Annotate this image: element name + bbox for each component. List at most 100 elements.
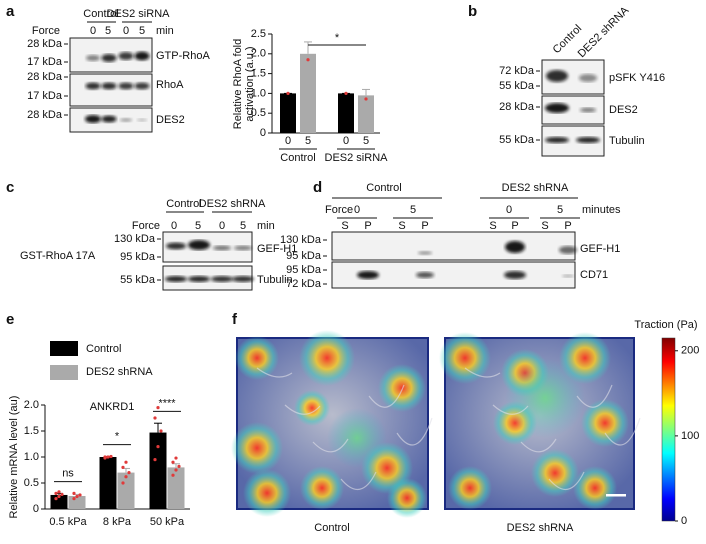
- traction-hotspot: [531, 449, 579, 497]
- cell-outline: [576, 384, 613, 408]
- traction-hotspot: [573, 466, 617, 510]
- blot-label: GEF-H1: [580, 243, 620, 255]
- unit-label: min: [257, 220, 275, 232]
- force-label: Force: [132, 220, 160, 232]
- colorbar-tick-label: 200: [681, 345, 699, 357]
- blot-band: [418, 251, 432, 255]
- marker-label: 28 kDa: [27, 38, 63, 50]
- data-point: [103, 455, 107, 459]
- colorbar: [661, 337, 676, 522]
- bar: [280, 93, 296, 133]
- marker-label: 55 kDa: [120, 274, 156, 286]
- data-point: [174, 456, 178, 460]
- blot-label: Tubulin: [609, 135, 645, 147]
- blot-band: [232, 276, 254, 282]
- y-tick-label: 0.5: [24, 477, 39, 489]
- blot-band: [416, 272, 434, 278]
- blot-label: DES2: [156, 114, 185, 126]
- blot-band: [137, 118, 147, 122]
- bar: [149, 432, 167, 509]
- marker-label: 95 kDa: [286, 264, 322, 276]
- data-point: [153, 416, 157, 420]
- lane-label: DES2 shRNA: [576, 4, 632, 60]
- y-axis-label: Relative RhoA fold: [232, 39, 244, 130]
- panel-label: a: [6, 3, 15, 20]
- blot-band: [562, 274, 574, 278]
- bar: [358, 95, 374, 133]
- force-label: Force: [325, 204, 353, 216]
- data-point: [344, 91, 348, 95]
- traction-hotspot: [243, 469, 291, 517]
- traction-hotspot: [300, 466, 344, 510]
- bar: [99, 457, 117, 509]
- lane-label: 0: [90, 25, 96, 37]
- marker-label: 130 kDa: [280, 234, 322, 246]
- blot-band: [101, 54, 117, 62]
- data-point: [75, 494, 79, 499]
- blot-band: [213, 245, 231, 251]
- traction-hotspot: [378, 364, 426, 412]
- blot-band: [134, 82, 150, 90]
- group-label: Control: [280, 152, 315, 164]
- time-label: 0: [506, 204, 512, 216]
- data-point: [72, 491, 76, 495]
- blot-band: [85, 82, 101, 90]
- y-tick-label: 0.5: [251, 107, 266, 119]
- data-point: [121, 481, 125, 485]
- lane-label: 5: [195, 220, 201, 232]
- blot-band: [101, 115, 117, 123]
- significance: ns: [62, 468, 74, 480]
- blot-frame: [69, 73, 153, 107]
- chart-title: ANKRD1: [90, 401, 135, 413]
- colorbar-tick-label: 100: [681, 430, 699, 442]
- data-point: [106, 455, 110, 459]
- blot-frame: [331, 231, 576, 261]
- blot-band: [188, 240, 210, 250]
- traction-hotspot: [299, 330, 355, 386]
- x-tick-label: 0: [285, 135, 291, 147]
- panel-label: e: [6, 311, 14, 328]
- group-label: Control: [166, 198, 201, 210]
- fraction-label: P: [511, 220, 518, 232]
- blot-band: [546, 70, 568, 82]
- marker-label: 72 kDa: [286, 278, 322, 290]
- legend-swatch: [50, 365, 78, 380]
- data-point: [54, 491, 58, 495]
- time-label: 5: [410, 204, 416, 216]
- group-label: DES2 siRNA: [107, 8, 171, 20]
- group-label: DES2 shRNA: [199, 198, 266, 210]
- y-tick-label: 1.0: [251, 87, 266, 99]
- legend-swatch: [50, 341, 78, 356]
- data-point: [124, 460, 128, 464]
- blot-band: [505, 241, 525, 253]
- data-point: [159, 429, 163, 433]
- fraction-label: S: [341, 220, 348, 232]
- data-point: [127, 471, 131, 475]
- x-tick-label: 50 kPa: [150, 516, 185, 528]
- data-point: [109, 454, 113, 459]
- lane-label: 0: [219, 220, 225, 232]
- data-point: [124, 475, 128, 479]
- group-label: Control: [83, 8, 118, 20]
- y-tick-label: 2.5: [251, 28, 266, 40]
- data-point: [156, 406, 160, 410]
- panel-label: c: [6, 179, 14, 196]
- data-point: [54, 497, 58, 501]
- data-point: [57, 494, 61, 499]
- significance: ****: [158, 397, 176, 409]
- blot-band: [118, 52, 134, 60]
- blot-band: [234, 245, 252, 251]
- image-caption: DES2 shRNA: [507, 522, 574, 534]
- cell-outline: [520, 438, 557, 453]
- data-point: [60, 492, 64, 497]
- cell-outline: [284, 404, 321, 415]
- unit-label: minutes: [582, 204, 621, 216]
- cell-outline: [548, 471, 585, 490]
- legend-label: DES2 shRNA: [86, 366, 153, 378]
- y-tick-label: 2.0: [24, 399, 39, 411]
- cell-outline: [312, 438, 349, 453]
- blot-label: DES2: [609, 104, 638, 116]
- data-point: [171, 460, 175, 464]
- y-axis-label: activation (a.u.): [244, 46, 256, 121]
- traction-hotspot: [327, 408, 387, 468]
